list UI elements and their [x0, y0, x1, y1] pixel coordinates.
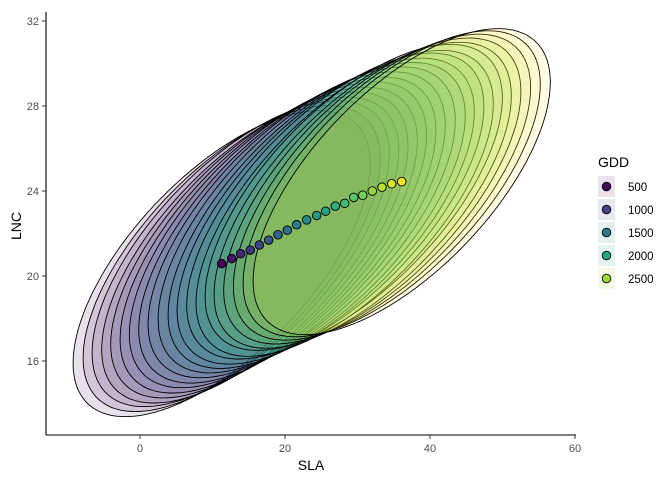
y-tick-label: 20 — [27, 271, 39, 283]
data-point — [245, 245, 256, 255]
legend-label: 1500 — [628, 228, 654, 240]
legend-key-point — [601, 181, 612, 192]
legend-entry: 2500 — [598, 268, 654, 289]
legend-key-point — [601, 204, 612, 215]
data-point — [320, 206, 331, 216]
y-tick-label: 32 — [27, 16, 39, 28]
data-point — [291, 220, 302, 230]
data-point — [216, 258, 227, 269]
legend-entry: 500 — [598, 176, 647, 197]
data-point — [339, 198, 350, 209]
y-tick-label: 28 — [27, 101, 39, 113]
data-point — [263, 235, 274, 245]
legend-label: 500 — [628, 182, 647, 194]
x-tick-label: 40 — [424, 443, 436, 455]
ellipse-layer — [72, 28, 551, 418]
y-tick-label: 24 — [27, 186, 39, 198]
data-point — [282, 225, 293, 235]
data-point — [330, 201, 341, 211]
data-point — [301, 215, 312, 225]
data-point — [235, 248, 246, 259]
legend-key-point — [601, 227, 612, 238]
legend-key-point — [601, 273, 612, 284]
legend-label: 1000 — [628, 205, 654, 217]
data-point — [386, 179, 397, 189]
data-point — [367, 186, 378, 196]
data-point — [311, 210, 322, 221]
y-axis-ticks: 16 20 24 28 32 — [27, 16, 46, 368]
x-tick-label: 60 — [569, 443, 581, 455]
legend-entry: 1500 — [598, 222, 654, 243]
legend-entry: 1000 — [598, 199, 654, 220]
data-point — [357, 190, 368, 200]
legend-entry: 2000 — [598, 245, 654, 266]
point-layer — [216, 176, 407, 269]
x-axis-ticks: 0 20 40 60 — [137, 435, 581, 455]
legend-label: 2500 — [628, 274, 654, 286]
data-point — [226, 253, 237, 264]
legend-key-point — [601, 250, 612, 261]
data-point — [348, 192, 359, 203]
x-tick-label: 20 — [279, 443, 291, 455]
y-axis-title: LNC — [8, 212, 24, 240]
data-point — [273, 230, 283, 240]
legend-label: 2000 — [628, 251, 654, 263]
y-tick-label: 16 — [27, 356, 39, 368]
x-tick-label: 0 — [137, 443, 143, 455]
data-point — [377, 182, 387, 192]
x-axis-title: SLA — [298, 457, 325, 473]
legend-title: GDD — [598, 154, 629, 170]
data-point — [254, 240, 265, 250]
legend: GDD 500 1000 1500 2000 2500 — [598, 154, 654, 289]
data-point — [396, 176, 407, 187]
